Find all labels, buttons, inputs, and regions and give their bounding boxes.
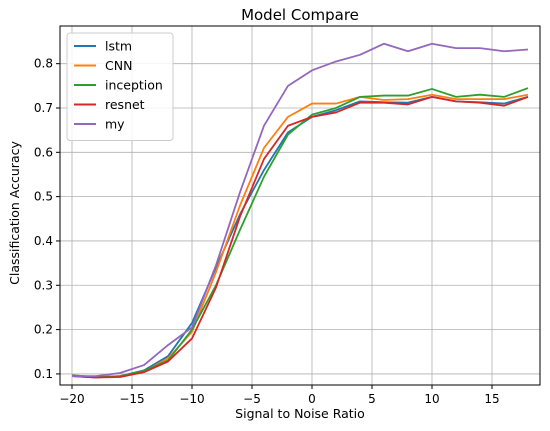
x-tick-label: −15 (119, 392, 144, 406)
series-line-my (72, 42, 529, 378)
plot-frame (59, 25, 541, 386)
legend: lstm CNN inception resnet my (66, 32, 174, 141)
series-line-inception (71, 87, 529, 378)
x-tick-label: −20 (59, 392, 84, 406)
legend-label-inception: inception (105, 78, 163, 93)
x-tick-label: 5 (368, 392, 376, 406)
legend-box (66, 32, 174, 141)
x-axis-label: Signal to Noise Ratio (235, 406, 365, 421)
legend-label-resnet: resnet (105, 97, 145, 112)
y-tick-label: 0.1 (34, 367, 53, 381)
x-tick-label: −10 (179, 392, 204, 406)
y-tick-label: 0.8 (34, 57, 53, 71)
y-axis-label: Classification Accuracy (7, 141, 22, 285)
grid-lines (60, 26, 540, 385)
legend-label-my: my (105, 117, 125, 132)
chart-title: Model Compare (241, 6, 359, 24)
y-tick-label: 0.7 (34, 101, 53, 115)
series-lines (71, 42, 529, 379)
x-tick-label: 0 (308, 392, 316, 406)
x-axis-ticks: −20 −15 −10 −5 0 5 10 15 (59, 385, 500, 406)
y-tick-label: 0.4 (34, 234, 53, 248)
y-axis-ticks: 0.1 0.2 0.3 0.4 0.5 0.6 0.7 0.8 (34, 57, 60, 381)
x-tick-label: 15 (484, 392, 499, 406)
legend-label-cnn: CNN (105, 58, 132, 73)
y-tick-label: 0.5 (34, 190, 53, 204)
y-tick-label: 0.3 (34, 278, 53, 292)
x-tick-label: 10 (424, 392, 439, 406)
y-tick-label: 0.6 (34, 145, 53, 159)
y-tick-label: 0.2 (34, 323, 53, 337)
x-tick-label: −5 (243, 392, 261, 406)
series-line-resnet (71, 96, 529, 379)
legend-label-lstm: lstm (105, 39, 132, 54)
